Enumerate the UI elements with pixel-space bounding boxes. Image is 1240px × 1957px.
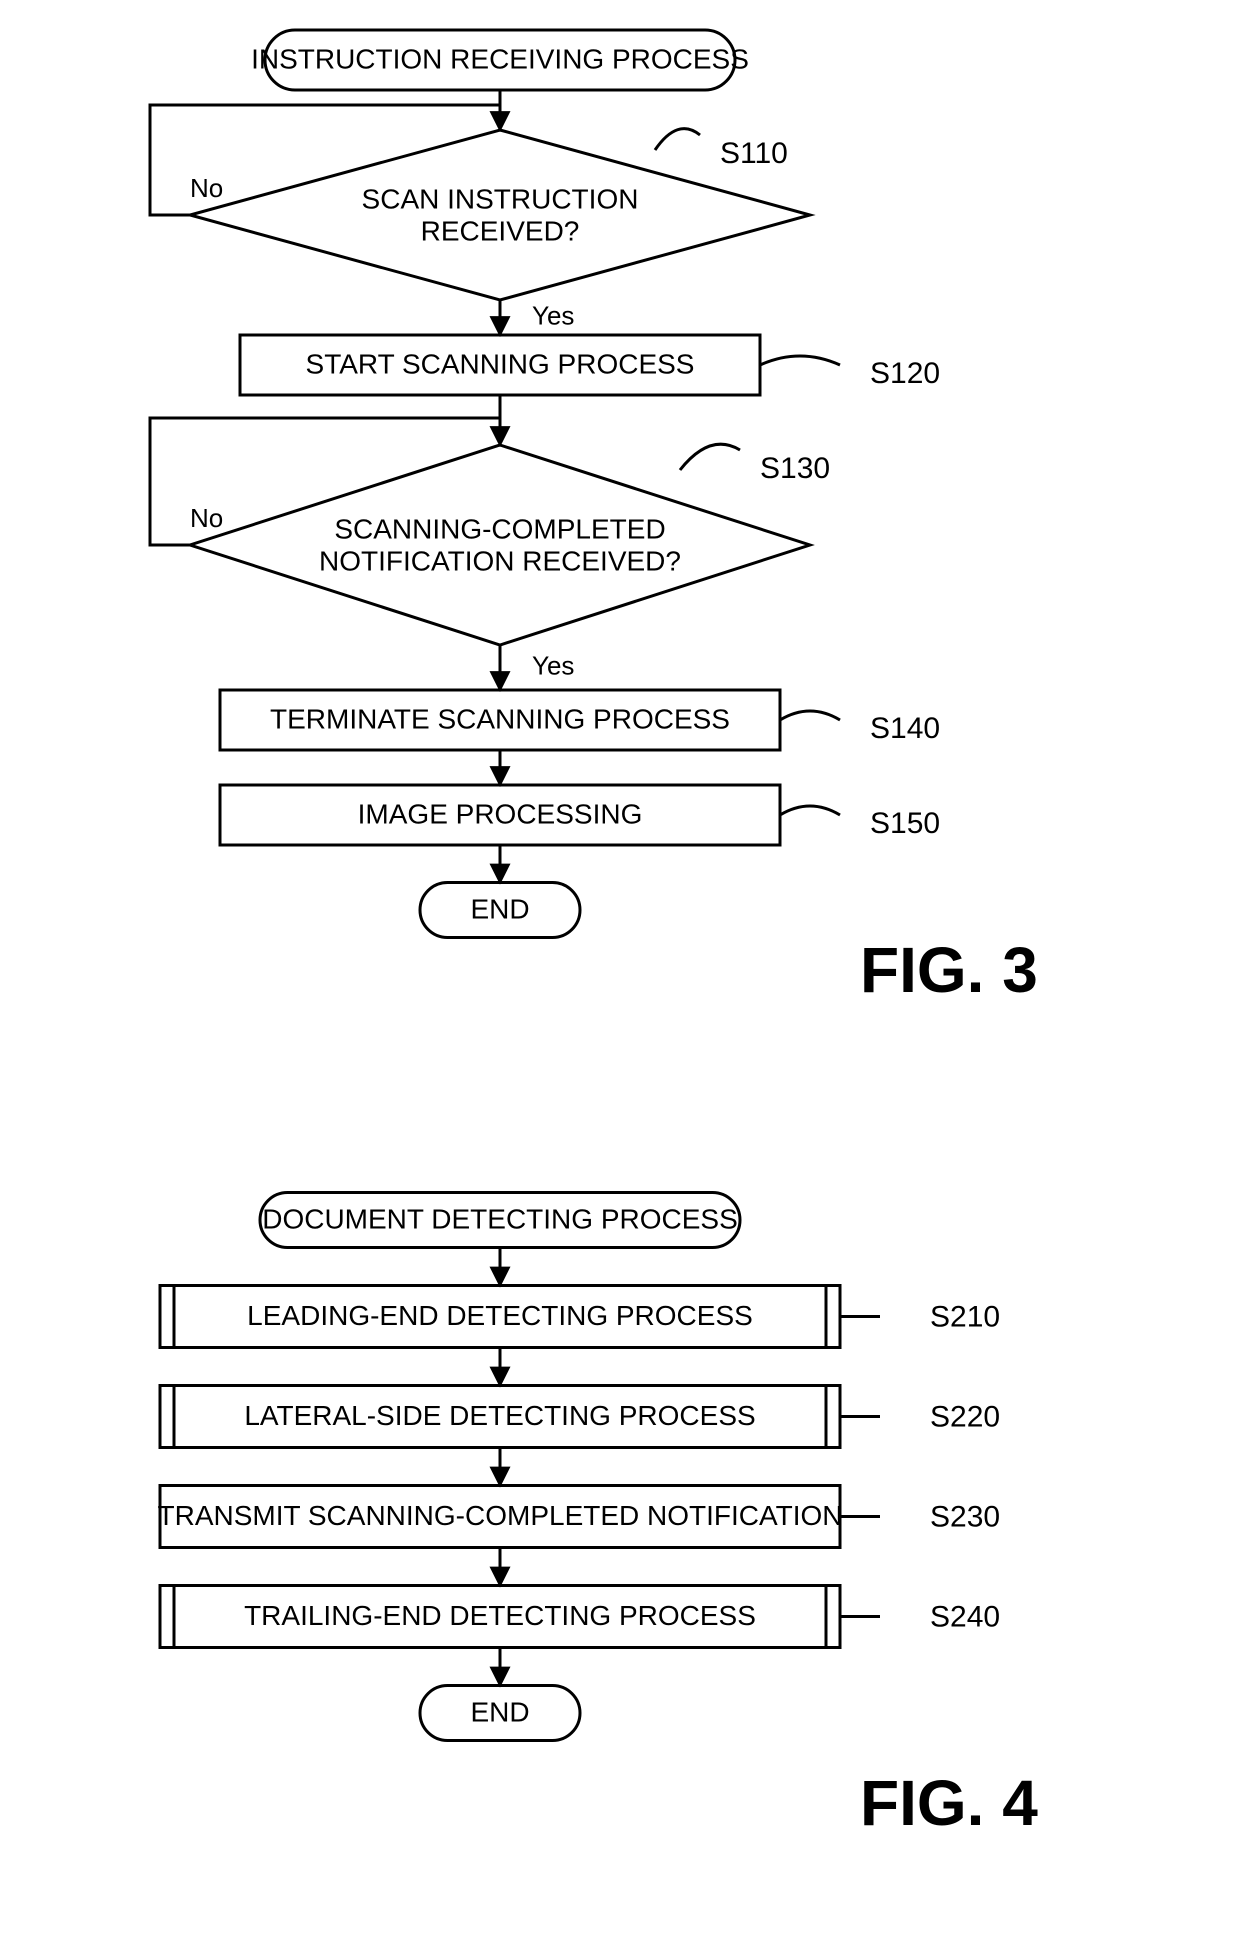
svg-text:SCANNING-COMPLETED: SCANNING-COMPLETED: [334, 513, 665, 544]
svg-text:TRANSMIT SCANNING-COMPLETED NO: TRANSMIT SCANNING-COMPLETED NOTIFICATION: [158, 1500, 843, 1531]
svg-text:TRAILING-END DETECTING PROCESS: TRAILING-END DETECTING PROCESS: [244, 1600, 756, 1631]
svg-text:FIG. 3: FIG. 3: [860, 934, 1038, 1006]
svg-text:LEADING-END DETECTING PROCESS: LEADING-END DETECTING PROCESS: [247, 1300, 753, 1331]
svg-text:S150: S150: [870, 807, 940, 840]
svg-text:FIG. 4: FIG. 4: [860, 1767, 1038, 1839]
svg-text:RECEIVED?: RECEIVED?: [421, 215, 580, 246]
svg-text:LATERAL-SIDE DETECTING PROCESS: LATERAL-SIDE DETECTING PROCESS: [244, 1400, 755, 1431]
svg-text:SCAN INSTRUCTION: SCAN INSTRUCTION: [362, 183, 639, 214]
svg-text:Yes: Yes: [532, 650, 574, 680]
svg-text:Yes: Yes: [532, 300, 574, 330]
svg-text:START SCANNING PROCESS: START SCANNING PROCESS: [306, 348, 695, 379]
svg-text:No: No: [190, 173, 223, 203]
svg-text:S240: S240: [930, 1600, 1000, 1633]
svg-text:No: No: [190, 503, 223, 533]
svg-text:IMAGE PROCESSING: IMAGE PROCESSING: [358, 798, 643, 829]
svg-text:S210: S210: [930, 1300, 1000, 1333]
svg-text:S140: S140: [870, 712, 940, 745]
svg-text:NOTIFICATION RECEIVED?: NOTIFICATION RECEIVED?: [319, 545, 681, 576]
svg-text:END: END: [470, 1696, 529, 1727]
svg-text:INSTRUCTION RECEIVING PROCESS: INSTRUCTION RECEIVING PROCESS: [251, 43, 749, 74]
svg-text:S120: S120: [870, 357, 940, 390]
svg-text:TERMINATE SCANNING PROCESS: TERMINATE SCANNING PROCESS: [270, 703, 730, 734]
svg-text:S110: S110: [720, 137, 788, 170]
svg-text:DOCUMENT DETECTING PROCESS: DOCUMENT DETECTING PROCESS: [262, 1203, 738, 1234]
svg-text:S230: S230: [930, 1500, 1000, 1533]
svg-text:END: END: [470, 893, 529, 924]
svg-text:S220: S220: [930, 1400, 1000, 1433]
svg-text:S130: S130: [760, 452, 830, 485]
